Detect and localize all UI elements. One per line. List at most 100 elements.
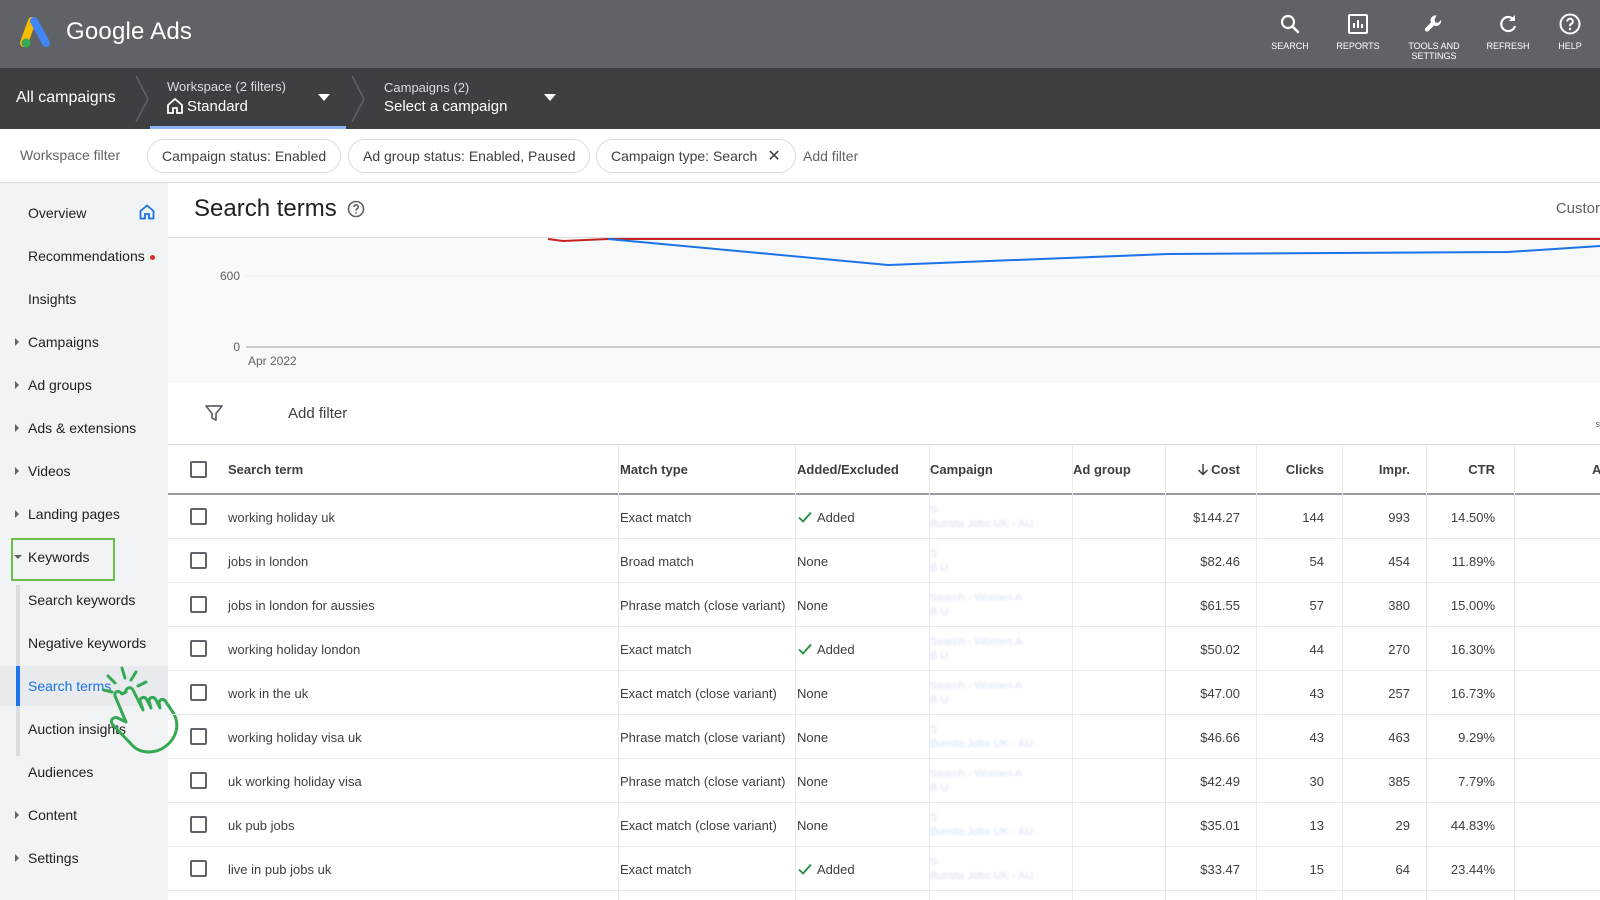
column-header-added-excluded[interactable]: Added/Excluded xyxy=(797,462,899,477)
filter-icon[interactable] xyxy=(204,403,224,423)
sidebar-item-videos[interactable]: Videos xyxy=(0,451,168,491)
column-header-cost[interactable]: Cost xyxy=(1158,445,1240,493)
sidebar-item-label: Campaigns xyxy=(28,334,99,350)
sidebar-item-ad-groups[interactable]: Ad groups xyxy=(0,365,168,405)
row-checkbox[interactable] xyxy=(190,772,207,789)
ctr-cell: 14.50% xyxy=(1450,509,1495,525)
google-ads-logo[interactable] xyxy=(20,17,54,49)
campaign-line-2: Bunsta Jobs UK - AU xyxy=(930,518,1034,530)
workspace-selector[interactable]: Workspace (2 filters) Standard xyxy=(150,68,346,129)
x-tick-label: Apr 2022 xyxy=(248,354,297,368)
sidebar-item-label: Keywords xyxy=(28,549,90,565)
date-range-custom[interactable]: Custor xyxy=(1555,200,1600,217)
match-type-cell: Phrase match (close variant) xyxy=(620,729,786,745)
all-campaigns-link[interactable]: All campaigns xyxy=(16,89,116,106)
close-icon[interactable]: ✕ xyxy=(767,148,781,165)
reports-tool-button[interactable]: REPORTS xyxy=(1322,12,1394,51)
row-checkbox[interactable] xyxy=(190,728,207,745)
sidebar-item-audiences[interactable]: Audiences xyxy=(0,752,168,792)
sidebar-item-search-keywords[interactable]: Search keywords xyxy=(0,580,168,620)
campaign-cell[interactable]: S Bunsta Jobs UK - AU xyxy=(930,803,1068,847)
table-row[interactable]: working holiday london Exact match Added Se… xyxy=(168,627,1600,671)
sidebar-item-ads-extensions[interactable]: Ads & extensions xyxy=(0,408,168,448)
sidebar-item-campaigns[interactable]: Campaigns xyxy=(0,322,168,362)
collapse-arrow-icon xyxy=(14,555,22,559)
table-row[interactable]: live in pub jobs uk Exact match Added S Buns… xyxy=(168,847,1600,891)
campaign-cell[interactable]: Search - Women A B U xyxy=(930,583,1068,627)
campaign-line-2: Bunsta Jobs UK - AU xyxy=(930,870,1034,882)
select-all-checkbox[interactable] xyxy=(190,461,207,478)
sidebar-item-overview[interactable]: Overview xyxy=(0,193,168,233)
campaign-cell[interactable]: S Bunsta Jobs UK - AU xyxy=(930,847,1068,891)
expand-arrow-icon xyxy=(15,811,19,819)
search-term-cell: jobs in london xyxy=(228,553,309,569)
campaign-cell[interactable]: S Bunsta Jobs UK - AU xyxy=(930,715,1068,759)
sidebar-item-landing-pages[interactable]: Landing pages xyxy=(0,494,168,534)
table-row[interactable]: work in the uk Exact match (close variant… xyxy=(168,671,1600,715)
campaign-cell[interactable]: Search - Women A B U xyxy=(930,759,1068,803)
impr-cell: 463 xyxy=(1388,729,1410,745)
filter-chip-ad-group-status[interactable]: Ad group status: Enabled, Paused xyxy=(348,139,591,173)
sidebar-item-settings[interactable]: Settings xyxy=(0,838,168,878)
row-checkbox[interactable] xyxy=(190,860,207,877)
column-header-match-type[interactable]: Match type xyxy=(620,462,688,477)
row-checkbox[interactable] xyxy=(190,596,207,613)
campaign-selector[interactable]: Campaigns (2) Select a campaign xyxy=(384,68,574,129)
added-status: None xyxy=(797,553,829,569)
filter-chip-campaign-status[interactable]: Campaign status: Enabled xyxy=(147,139,342,173)
campaign-cell[interactable]: S Bunsta Jobs UK - AU xyxy=(930,495,1068,539)
ctr-cell: 16.73% xyxy=(1450,685,1495,701)
column-header-ctr[interactable]: CTR xyxy=(1468,462,1495,477)
sidebar-item-recommendations[interactable]: Recommendations xyxy=(0,236,168,276)
cost-header-label: Cost xyxy=(1211,462,1240,477)
table-row[interactable]: jobs in london for aussies Phrase match (… xyxy=(168,583,1600,627)
column-header-clicks[interactable]: Clicks xyxy=(1285,462,1324,477)
campaign-line-2: Bunsta Jobs UK - AU xyxy=(930,826,1034,838)
sidebar-item-keywords[interactable]: Keywords xyxy=(0,537,168,577)
added-excluded-cell: None xyxy=(797,715,925,759)
sidebar-item-auction-insights[interactable]: Auction insights xyxy=(0,709,168,749)
search-tool-button[interactable]: SEARCH xyxy=(1254,12,1326,51)
row-checkbox[interactable] xyxy=(190,684,207,701)
table-row[interactable]: working holiday uk Exact match Added S Bunst… xyxy=(168,495,1600,539)
ctr-cell: 7.79% xyxy=(1458,773,1495,789)
tools-and-settings-label: TOOLS AND SETTINGS xyxy=(1408,41,1460,61)
column-header-impr[interactable]: Impr. xyxy=(1378,462,1410,477)
row-checkbox[interactable] xyxy=(190,508,207,525)
campaign-cell[interactable]: Search - Women A B U xyxy=(930,671,1068,715)
added-excluded-cell: Added xyxy=(797,627,925,671)
add-filter-link[interactable]: Add filter xyxy=(803,148,859,164)
clicks-cell: 13 xyxy=(1309,817,1324,833)
table-add-filter[interactable]: Add filter xyxy=(288,405,348,422)
active-indicator xyxy=(16,666,20,706)
row-checkbox[interactable] xyxy=(190,816,207,833)
column-header-campaign[interactable]: Campaign xyxy=(930,462,993,477)
table-row[interactable]: working holiday visa uk Phrase match (clo… xyxy=(168,715,1600,759)
impr-cell: 29 xyxy=(1395,817,1410,833)
help-icon[interactable] xyxy=(346,199,366,219)
tools-and-settings-button[interactable]: TOOLS AND SETTINGS xyxy=(1398,12,1470,61)
table-row[interactable]: jobs in london Broad match None S B U $82.46 5… xyxy=(168,539,1600,583)
table-row[interactable]: uk working holiday visa Phrase match (clo… xyxy=(168,759,1600,803)
help-tool-button[interactable]: HELP xyxy=(1534,12,1600,51)
wrench-icon xyxy=(1424,15,1442,32)
filter-chip-campaign-type[interactable]: Campaign type: Search ✕ xyxy=(596,139,796,173)
table-row[interactable]: uk pub jobs Exact match (close variant) No… xyxy=(168,803,1600,847)
row-checkbox[interactable] xyxy=(190,552,207,569)
refresh-tool-button[interactable]: REFRESH xyxy=(1472,12,1544,51)
column-header-ad-group[interactable]: Ad group xyxy=(1073,462,1131,477)
search-term-cell: uk pub jobs xyxy=(228,817,295,833)
sidebar-item-negative-keywords[interactable]: Negative keywords xyxy=(0,623,168,663)
row-checkbox[interactable] xyxy=(190,640,207,657)
campaign-cell[interactable]: S B U xyxy=(930,539,1068,583)
refresh-icon xyxy=(1500,15,1517,33)
sidebar-item-content[interactable]: Content xyxy=(0,795,168,835)
check-icon xyxy=(798,643,812,655)
sidebar-item-insights[interactable]: Insights xyxy=(0,279,168,319)
campaign-cell[interactable]: Search - Women A B U xyxy=(930,627,1068,671)
search-term-cell: uk working holiday visa xyxy=(228,773,362,789)
impr-cell: 257 xyxy=(1388,685,1410,701)
cost-cell: $33.47 xyxy=(1200,861,1240,877)
column-header-truncated[interactable]: A xyxy=(1592,462,1600,477)
column-header-search-term[interactable]: Search term xyxy=(228,462,304,477)
